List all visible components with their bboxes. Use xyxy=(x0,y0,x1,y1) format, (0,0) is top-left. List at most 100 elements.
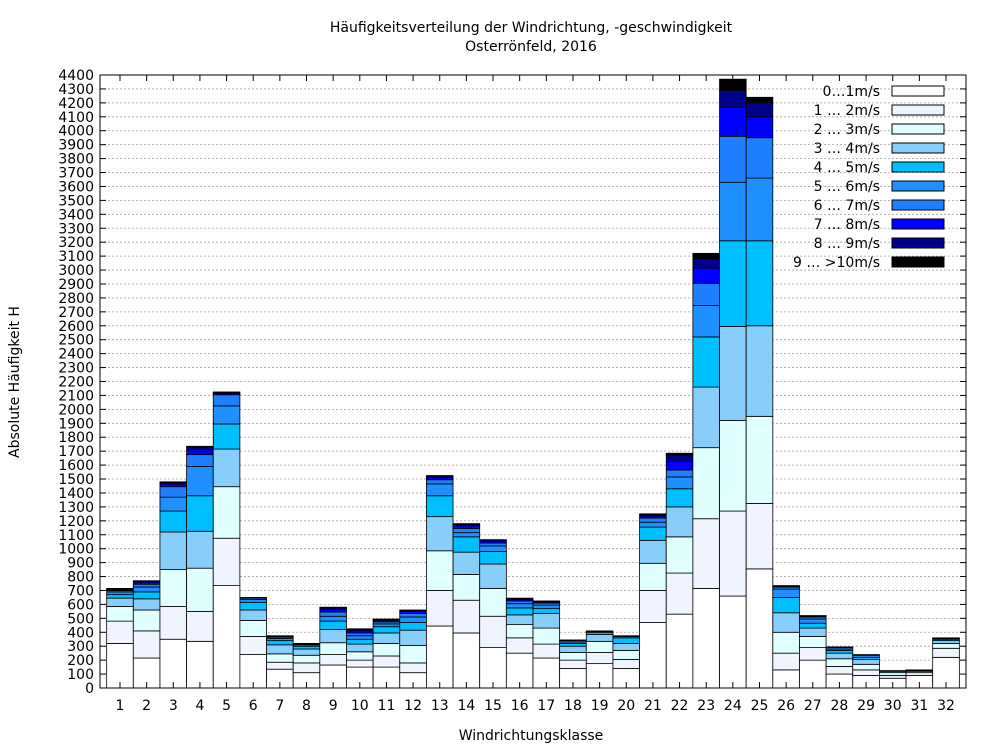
bar-segment xyxy=(186,466,214,497)
bar-segment xyxy=(186,567,214,612)
bar-segment xyxy=(479,563,507,589)
bar-segment xyxy=(426,516,454,552)
bar-segment xyxy=(159,569,187,607)
y-tick-label: 3100 xyxy=(58,249,94,265)
bar-segment xyxy=(479,615,507,648)
x-tick-label: 29 xyxy=(857,698,875,714)
bar-segment xyxy=(825,666,854,675)
bar-segment xyxy=(852,654,880,656)
legend-label: 0…1m/s xyxy=(823,84,880,100)
bar-segment xyxy=(319,606,347,609)
legend-label: 6 … 7m/s xyxy=(814,198,880,214)
bar-segment xyxy=(505,637,534,654)
bar-segment xyxy=(905,669,934,671)
bar-segment xyxy=(665,506,694,538)
bar-segment xyxy=(665,613,694,689)
bar-segment xyxy=(346,638,374,645)
bar-segment xyxy=(692,305,720,338)
bar-segment xyxy=(399,622,427,631)
bar-segment xyxy=(719,135,747,183)
bar-segment xyxy=(825,658,854,667)
bar-segment xyxy=(399,613,427,618)
y-tick-label: 3800 xyxy=(58,152,94,168)
bar-segment xyxy=(719,89,747,108)
bar-segment xyxy=(399,616,427,623)
x-tick-label: 1 xyxy=(116,698,125,714)
bar-segment xyxy=(639,539,667,564)
bar-segment xyxy=(132,580,161,582)
bar-segment xyxy=(745,137,774,179)
bar-segment xyxy=(692,252,720,260)
y-tick-label: 3900 xyxy=(58,138,94,154)
x-tick-label: 27 xyxy=(804,698,822,714)
bar-segment xyxy=(692,336,720,388)
bar-segment xyxy=(799,622,827,629)
bar-segment xyxy=(292,654,321,664)
bar-segment xyxy=(639,622,667,689)
bar-segment xyxy=(532,608,561,614)
bar-segment xyxy=(399,645,427,664)
legend-swatch xyxy=(891,218,945,230)
bar-segment xyxy=(426,625,454,689)
y-tick-label: 1800 xyxy=(58,430,94,446)
bar-segment xyxy=(665,452,694,456)
bar-segment xyxy=(319,642,347,655)
x-axis-label: Windrichtungsklasse xyxy=(459,728,604,744)
y-tick-label: 900 xyxy=(67,556,94,572)
x-tick-label: 15 xyxy=(484,698,502,714)
bar-segment xyxy=(745,568,774,689)
bar-segment xyxy=(799,615,827,617)
bar-segment xyxy=(426,590,454,627)
bar-segment xyxy=(212,448,241,488)
bar-segment xyxy=(452,551,481,575)
bar-segment xyxy=(585,630,614,632)
bar-segment xyxy=(159,510,187,533)
bar-segment xyxy=(719,106,747,137)
bar-segment xyxy=(106,587,134,590)
bar-segment xyxy=(479,545,507,552)
y-tick-label: 0 xyxy=(85,681,94,697)
y-tick-label: 500 xyxy=(67,611,94,627)
y-tick-label: 2800 xyxy=(58,291,94,307)
bar-segment xyxy=(186,530,214,569)
bar-segment xyxy=(639,517,667,523)
bars xyxy=(106,78,960,689)
bar-segment xyxy=(532,600,561,603)
bar-segment xyxy=(612,637,640,644)
legend-swatch xyxy=(891,237,945,249)
bar-segment xyxy=(639,590,667,623)
bar-segment xyxy=(159,531,187,570)
bar-segment xyxy=(452,528,481,534)
y-tick-label: 100 xyxy=(67,667,94,683)
bar-segment xyxy=(719,240,747,327)
bar-segment xyxy=(159,638,187,689)
bar-segment xyxy=(452,525,481,529)
bar-segment xyxy=(266,640,294,646)
x-tick-label: 17 xyxy=(537,698,555,714)
bar-segment xyxy=(106,591,134,596)
x-tick-label: 13 xyxy=(431,698,449,714)
bar-segment xyxy=(639,526,667,541)
bar-segment xyxy=(186,640,214,689)
bar-segment xyxy=(479,647,507,689)
legend-label: 9 … >10m/s xyxy=(793,255,880,271)
bar-segment xyxy=(266,644,294,655)
bar-segment xyxy=(292,648,321,656)
bar-segment xyxy=(772,585,800,587)
x-tick-label: 21 xyxy=(644,698,662,714)
legend-label: 7 … 8m/s xyxy=(814,217,880,233)
bar-segment xyxy=(319,654,347,666)
bar-segment xyxy=(772,597,800,614)
bar-segment xyxy=(106,594,134,599)
y-tick-label: 2700 xyxy=(58,305,94,321)
legend-label: 3 … 4m/s xyxy=(814,141,880,157)
bar-segment xyxy=(559,652,587,661)
y-tick-label: 1600 xyxy=(58,458,94,474)
bar-segment xyxy=(346,628,374,630)
y-tick-label: 4100 xyxy=(58,110,94,126)
x-tick-label: 25 xyxy=(751,698,769,714)
y-tick-label: 1000 xyxy=(58,542,94,558)
y-tick-label: 4400 xyxy=(58,68,94,84)
bar-segment xyxy=(319,620,347,630)
legend-label: 5 … 6m/s xyxy=(814,179,880,195)
